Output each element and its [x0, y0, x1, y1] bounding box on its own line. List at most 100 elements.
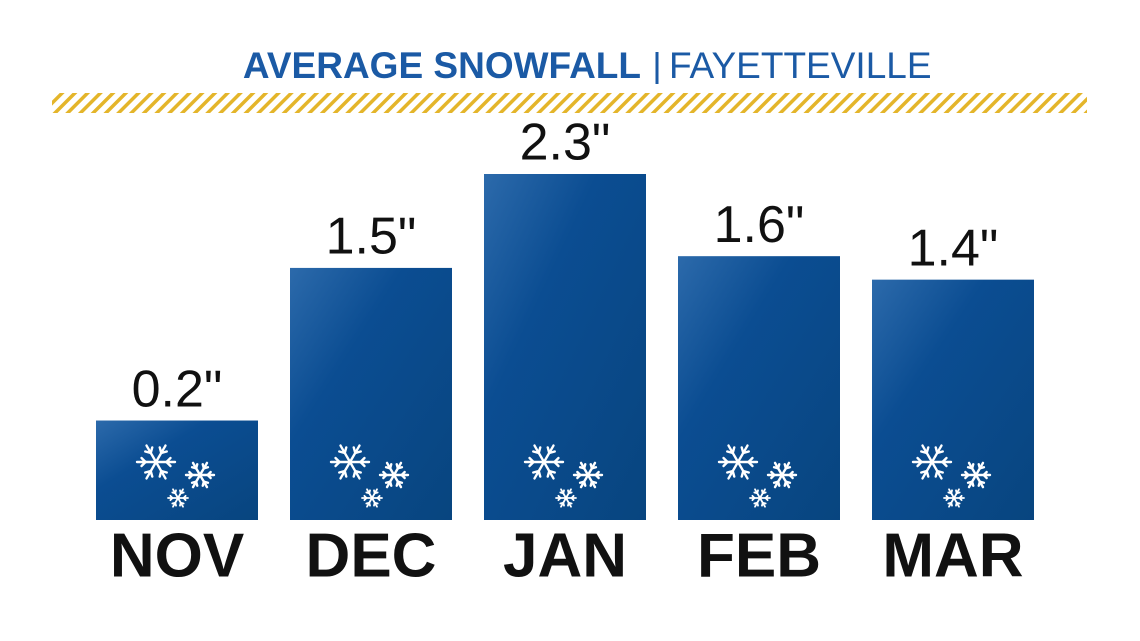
value-label: 1.6" — [714, 196, 805, 254]
snowflake-branch — [567, 501, 573, 505]
snowflake-branch — [783, 463, 788, 470]
snowflake-branch — [395, 463, 400, 470]
snowflake-branch — [202, 480, 210, 484]
snowflake-branch — [194, 480, 199, 487]
snowflake-branch — [562, 501, 565, 507]
x-tick-label: DEC — [306, 521, 437, 590]
snowflake-branch — [966, 466, 974, 470]
snowflake-branch — [936, 469, 944, 474]
snowflake-branch — [388, 480, 393, 487]
snowflake-branch — [582, 480, 587, 487]
snowflake-branch — [772, 466, 780, 470]
snowflake-branch — [537, 469, 542, 478]
snowflake-branch — [190, 466, 198, 470]
snowflake-branch — [761, 489, 764, 495]
x-tick-label: MAR — [882, 521, 1023, 590]
bar — [872, 279, 1034, 520]
snowflake-branch — [140, 460, 147, 468]
snowflake-branch — [149, 469, 154, 478]
x-tick-label: FEB — [697, 521, 821, 590]
snowflake-branch — [576, 473, 582, 480]
snowflake-branch — [753, 491, 759, 495]
snowflake-branch — [548, 469, 556, 474]
snowflake-branch — [726, 450, 734, 455]
snowflake — [167, 488, 189, 508]
snowflake-branch — [751, 497, 756, 502]
snowflake-branch — [160, 469, 168, 474]
x-tick-label: JAN — [503, 521, 627, 590]
chart-title: AVERAGE SNOWFALL — [243, 45, 641, 86]
value-label: 0.2" — [132, 360, 223, 418]
snowflake-branch — [756, 501, 759, 507]
snowflake-branch — [978, 480, 986, 484]
snowflake-branch — [578, 466, 586, 470]
snowflake-branch — [400, 470, 406, 477]
snowflake-branch — [553, 456, 560, 464]
snowflake-branch — [589, 463, 594, 470]
snowflake-branch — [144, 450, 152, 455]
snowflake-branch — [354, 469, 362, 474]
title-stripe — [52, 93, 1087, 113]
snowflake-branch — [947, 491, 953, 495]
bar — [96, 420, 258, 520]
snowflake-branch — [528, 460, 535, 468]
snowflake-branch — [770, 473, 776, 480]
snowflake-branch — [747, 456, 754, 464]
snowflake-branch — [384, 466, 392, 470]
snowflake-branch — [788, 470, 794, 477]
snowflake-branch — [590, 480, 598, 484]
snowflake-branch — [373, 501, 379, 505]
x-tick-label: NOV — [110, 521, 244, 590]
snowflake-branch — [352, 446, 357, 455]
bar — [678, 256, 840, 520]
snowflake-branch — [188, 473, 194, 480]
snowflake-branch — [179, 489, 182, 495]
value-label: 2.3" — [520, 114, 611, 172]
snowflake — [960, 461, 992, 489]
snowflake-branch — [546, 446, 551, 455]
snowflake-branch — [977, 463, 982, 470]
snowflake-branch — [567, 489, 570, 495]
snowflake-branch — [396, 480, 404, 484]
snowflake-branch — [731, 469, 736, 478]
snowflake-branch — [761, 501, 767, 505]
snowflake-branch — [925, 469, 930, 478]
chart-subtitle: FAYETTEVILLE — [669, 45, 932, 86]
snowflake-branch — [594, 470, 600, 477]
snowflake-branch — [958, 494, 963, 499]
bar — [290, 267, 452, 520]
snowflake-branch — [158, 446, 163, 455]
snowflake-branch — [201, 463, 206, 470]
snowflake-branch — [955, 489, 958, 495]
snowflake — [523, 444, 565, 480]
snowflake — [749, 488, 771, 508]
snowflake-branch — [722, 460, 729, 468]
snowflake-branch — [174, 501, 177, 507]
snowflake-branch — [916, 460, 923, 468]
snowflake-branch — [368, 501, 371, 507]
snowflake — [135, 444, 177, 480]
snowflake-branch — [373, 489, 376, 495]
snowflake-branch — [742, 469, 750, 474]
snowflake-branch — [165, 456, 172, 464]
snowflake-branch — [169, 497, 174, 502]
snowflake-branch — [764, 494, 769, 499]
snowflake-branch — [363, 497, 368, 502]
snowflake — [329, 444, 371, 480]
snowflake-branch — [557, 497, 562, 502]
snowflake-branch — [182, 494, 187, 499]
snowflake-branch — [964, 473, 970, 480]
snowflake — [555, 488, 577, 508]
snowflake — [378, 461, 410, 489]
snowflake — [572, 461, 604, 489]
snowflake-branch — [950, 501, 953, 507]
snowflake — [184, 461, 216, 489]
snowflake-branch — [955, 501, 961, 505]
snowflake-branch — [740, 446, 745, 455]
snowflake-branch — [338, 450, 346, 455]
snowflake-branch — [970, 480, 975, 487]
snowflake-branch — [376, 494, 381, 499]
snowflake-branch — [784, 480, 792, 484]
value-label: 1.4" — [908, 219, 999, 277]
